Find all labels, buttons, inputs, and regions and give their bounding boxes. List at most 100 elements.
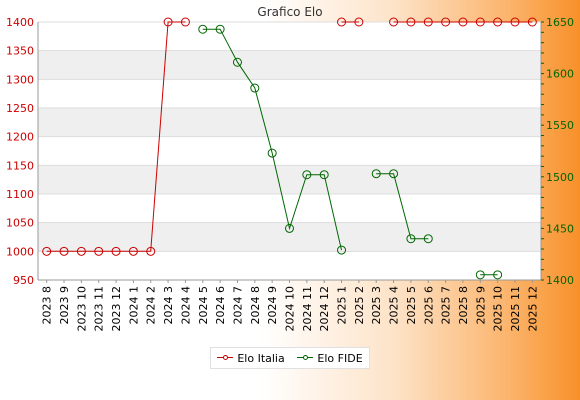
legend-item-elo-fide[interactable]: Elo FIDE [297,351,363,365]
data-point-elo-italia[interactable] [475,17,485,27]
x-tick-label: 2025 9 [474,286,487,325]
legend-label-elo-italia: Elo Italia [237,351,285,365]
x-tick-label: 2024 10 [284,286,297,332]
data-point-elo-italia[interactable] [510,17,520,27]
data-point-elo-italia[interactable] [406,17,416,27]
data-point-elo-italia[interactable] [76,246,86,256]
right-tick-label: 1500 [546,171,574,184]
left-tick-label: 950 [13,274,34,287]
data-point-elo-italia[interactable] [389,17,399,27]
data-point-elo-italia[interactable] [458,17,468,27]
data-point-elo-italia[interactable] [354,17,364,27]
x-tick-label: 2024 11 [301,286,314,332]
x-tick-label: 2024 7 [231,286,244,325]
right-axis: 1400 1450 1500 1550 1600 1650 [541,16,574,287]
x-tick-label: 2024 4 [179,286,192,325]
data-point-elo-fide[interactable] [267,148,277,158]
data-point-elo-fide[interactable] [389,169,399,179]
data-point-elo-italia[interactable] [146,246,156,256]
data-point-elo-fide[interactable] [302,170,312,180]
x-tick-label: 2024 2 [145,286,158,325]
right-tick-label: 1650 [546,16,574,29]
x-tick-label: 2023 9 [58,286,71,325]
data-point-elo-italia[interactable] [423,17,433,27]
left-tick-label: 1050 [6,217,34,230]
legend-label-elo-fide: Elo FIDE [317,351,363,365]
right-tick-label: 1550 [546,119,574,132]
data-point-elo-fide[interactable] [250,83,260,93]
data-point-elo-fide[interactable] [475,270,485,280]
x-tick-label: 2024 9 [266,286,279,325]
left-tick-label: 1250 [6,102,34,115]
left-tick-label: 1150 [6,159,34,172]
data-point-elo-fide[interactable] [285,223,294,233]
series-layer [42,17,537,280]
x-tick-label: 2024 6 [214,286,227,325]
data-point-elo-fide[interactable] [371,169,381,179]
data-point-elo-italia[interactable] [59,246,69,256]
x-axis: 2023 8 2023 9 2023 10 2023 11 2023 12 2024 1 2… [41,280,539,332]
series-elo-fide [198,24,503,280]
data-point-elo-fide[interactable] [337,245,347,255]
x-tick-label: 2024 3 [162,286,175,325]
x-tick-label: 2023 11 [93,286,106,332]
right-tick-label: 1450 [546,222,574,235]
plot-band [38,108,541,137]
plot-band [38,165,541,194]
x-tick-label: 2025 6 [422,286,435,325]
legend: Elo Italia Elo FIDE [210,347,370,369]
data-point-elo-fide[interactable] [493,270,503,280]
legend-item-elo-italia[interactable]: Elo Italia [217,351,285,365]
left-tick-label: 1100 [6,188,34,201]
x-tick-label: 2024 1 [127,286,140,325]
x-tick-label: 2025 4 [388,286,401,325]
series-elo-italia [42,17,537,256]
data-point-elo-fide[interactable] [215,24,225,34]
series-line-elo-fide [202,28,498,276]
x-tick-label: 2025 3 [370,286,383,325]
x-tick-label: 2023 12 [110,286,123,332]
x-tick-label: 2024 5 [197,286,210,325]
data-point-elo-italia[interactable] [337,17,347,27]
data-point-elo-italia[interactable] [42,246,52,256]
left-tick-label: 1200 [6,131,34,144]
data-point-elo-fide[interactable] [198,24,208,34]
data-point-elo-italia[interactable] [441,17,451,27]
x-tick-label: 2024 8 [249,286,262,325]
x-tick-label: 2025 2 [353,286,366,325]
left-tick-label: 1000 [6,245,34,258]
x-tick-label: 2025 10 [492,286,505,332]
data-point-elo-italia[interactable] [493,17,503,27]
x-tick-label: 2025 5 [405,286,418,325]
plot-bands [38,22,541,280]
x-tick-label: 2025 1 [336,286,349,325]
right-tick-label: 1600 [546,68,574,81]
x-tick-label: 2023 8 [41,286,54,325]
data-point-elo-italia[interactable] [111,246,121,256]
x-tick-label: 2025 8 [457,286,470,325]
x-tick-label: 2025 12 [526,286,539,332]
data-point-elo-italia[interactable] [163,17,173,27]
left-tick-label: 1350 [6,45,34,58]
data-point-elo-fide[interactable] [423,234,433,244]
left-tick-label: 1400 [6,16,34,29]
plot-band [38,50,541,80]
data-point-elo-fide[interactable] [406,234,416,244]
data-point-elo-fide[interactable] [232,57,242,67]
series-line-elo-italia [46,21,533,252]
left-tick-label: 1300 [6,73,34,86]
right-tick-label: 1400 [546,274,574,287]
legend-swatch-elo-fide [297,353,314,363]
data-point-elo-italia[interactable] [128,246,138,256]
data-point-elo-fide[interactable] [319,170,329,180]
chart-title: Grafico Elo [257,5,322,19]
data-point-elo-italia[interactable] [94,246,104,256]
data-point-elo-italia[interactable] [180,17,190,27]
data-point-elo-italia[interactable] [527,17,537,27]
x-tick-label: 2023 10 [75,286,88,332]
x-tick-label: 2025 11 [509,286,522,332]
left-axis: 950 1000 1050 1100 1150 1200 1250 1300 1350 1400 [6,16,34,287]
grid-lines [37,21,542,281]
legend-swatch-elo-italia [217,353,234,363]
